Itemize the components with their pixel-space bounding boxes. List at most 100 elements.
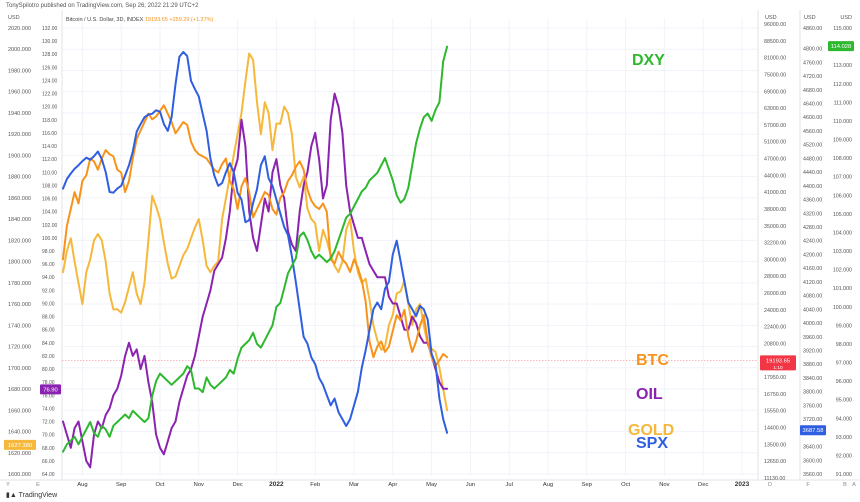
- chart-grid: [62, 18, 758, 476]
- gold-axis-unit: USD: [8, 15, 20, 21]
- dxy-axis-tick: 109.000: [833, 138, 852, 144]
- x-axis-tick: Jul: [505, 482, 512, 488]
- spx-axis-tick: 4200.00: [803, 252, 822, 258]
- oil-axis-tick: 124.00: [42, 78, 58, 84]
- spx-axis-tick: 3800.00: [803, 390, 822, 396]
- spx-axis-tick: 4280.00: [803, 225, 822, 231]
- x-axis-tick: May: [426, 482, 437, 488]
- dxy-axis-tick: 100.000: [833, 305, 852, 311]
- spx-axis-tick: 4520.00: [803, 143, 822, 149]
- spx-axis-tick: 4600.00: [803, 115, 822, 121]
- gold-axis-tick: 1840.000: [8, 217, 31, 223]
- series-line-spx: [62, 51, 449, 434]
- publisher-note: TonySpilotro published on TradingView.co…: [6, 3, 199, 9]
- axis-corner-label: F: [806, 482, 810, 488]
- spx-axis-unit: USD: [804, 15, 816, 21]
- gold-axis-tick: 1780.000: [8, 281, 31, 287]
- dxy-axis-tick: 106.000: [833, 193, 852, 199]
- gold-axis-tick: 1700.000: [8, 366, 31, 372]
- spx-axis-tick: 4320.00: [803, 211, 822, 217]
- gold-axis-tick: 1800.000: [8, 260, 31, 266]
- last-value-badges: 1627.380 76.90 19193.651:10 3687.58 114.028: [4, 41, 854, 450]
- x-axis-tick: Aug: [77, 482, 87, 488]
- gold-axis-tick: 1640.000: [8, 430, 31, 436]
- dxy-axis-tick: 98.000: [836, 342, 852, 348]
- spx-axis-tick: 3960.00: [803, 335, 822, 341]
- btc-axis-tick: 51000.00: [764, 140, 786, 146]
- btc-axis-tick: 32200.00: [764, 241, 786, 247]
- x-axis-tick: Feb: [310, 482, 320, 488]
- dxy-axis-tick: 111.000: [834, 100, 852, 106]
- gold-axis-tick: 1820.000: [8, 238, 31, 244]
- gold-last-value-text: 1627.380: [8, 443, 32, 449]
- oil-axis-tick: 90.00: [42, 301, 55, 307]
- spx-axis-tick: 4000.00: [803, 321, 822, 327]
- btc-axis-tick: 30000.00: [764, 257, 786, 263]
- btc-axis-tick: 41000.00: [764, 190, 786, 196]
- dxy-axis-tick: 104.000: [833, 230, 852, 236]
- gold-axis-tick: 2020.000: [8, 26, 31, 32]
- series-line-dxy: [62, 45, 449, 453]
- oil-axis-tick: 88.00: [42, 315, 55, 321]
- oil-axis-tick: 66.00: [42, 459, 55, 465]
- gold-axis-tick: 1680.000: [8, 387, 31, 393]
- spx-axis-tick: 3720.00: [803, 417, 822, 423]
- btc-axis-tick: 26000.00: [764, 291, 786, 297]
- oil-axis-tick: 94.00: [42, 275, 55, 281]
- dxy-last-value-text: 114.028: [831, 44, 852, 50]
- tradingview-logo[interactable]: ▮▲ TradingView: [6, 491, 57, 499]
- spx-axis-tick: 4680.00: [803, 88, 822, 94]
- dxy-axis-tick: 95.000: [836, 398, 852, 404]
- oil-axis-tick: 72.00: [42, 420, 55, 426]
- series-label-spx: SPX: [636, 435, 668, 452]
- oil-axis-tick: 108.00: [42, 183, 58, 189]
- oil-axis-tick: 76.00: [42, 393, 55, 399]
- spx-axis-tick: 4860.00: [803, 26, 822, 32]
- x-axis-tick: Dec: [698, 482, 708, 488]
- tradingview-logo-icon: ▮▲: [6, 492, 17, 499]
- oil-axis-tick: 128.00: [42, 52, 58, 58]
- btc-axis-tick: 15550.00: [764, 409, 786, 415]
- dxy-axis-tick: 94.000: [836, 416, 852, 422]
- series-line-oil: [62, 92, 449, 469]
- dxy-axis-tick: 93.000: [836, 435, 852, 441]
- spx-axis-tick: 3560.00: [803, 472, 822, 478]
- btc-axis-tick: 20800.00: [764, 341, 786, 347]
- btc-axis-tick: 24000.00: [764, 308, 786, 314]
- spx-axis-tick: 3840.00: [803, 376, 822, 382]
- series-label-gold: GOLD: [628, 422, 674, 439]
- gold-axis-tick: 1620.000: [8, 451, 31, 457]
- dxy-axis-tick: 103.000: [833, 249, 852, 255]
- x-axis-tick: Sep: [116, 482, 126, 488]
- oil-axis-tick: 92.00: [42, 288, 55, 294]
- dxy-axis-tick: 102.000: [833, 268, 852, 274]
- spx-axis-tick: 4560.00: [803, 129, 822, 135]
- btc-axis-tick: 57000.00: [764, 123, 786, 129]
- dxy-axis-tick: 108.000: [833, 156, 852, 162]
- btc-axis-tick: 12650.00: [764, 459, 786, 465]
- oil-axis-tick: 110.00: [42, 170, 57, 176]
- gold-axis-tick: 1860.000: [8, 196, 31, 202]
- gold-axis-tick: 2000.000: [8, 47, 31, 53]
- oil-axis-tick: 74.00: [42, 406, 55, 412]
- dxy-axis-tick: 101.000: [833, 286, 852, 292]
- symbol-change: +259.29 (+1.37%): [169, 17, 214, 23]
- oil-axis-tick: 130.00: [42, 39, 58, 45]
- btc-axis-tick: 22400.00: [764, 325, 786, 331]
- btc-axis-tick: 88500.00: [764, 39, 786, 45]
- series-label-dxy: DXY: [632, 52, 665, 69]
- symbol-header[interactable]: Bitcoin / U.S. Dollar, 3D, INDEX 19193.6…: [66, 17, 213, 23]
- dxy-axis-tick: 112.000: [833, 82, 852, 88]
- oil-axis-tick: 68.00: [42, 446, 55, 452]
- oil-axis-tick: 100.00: [42, 236, 58, 242]
- oil-axis-tick: 126.00: [42, 65, 58, 71]
- spx-axis-tick: 4120.00: [803, 280, 822, 286]
- oil-axis-tick: 102.00: [42, 223, 58, 229]
- oil-axis-tick: 112.00: [42, 157, 57, 163]
- spx-axis-tick: 4400.00: [803, 184, 822, 190]
- chart-series: [62, 45, 449, 469]
- tradingview-logo-text: TradingView: [18, 492, 58, 499]
- gold-axis-tick: 1980.000: [8, 68, 31, 74]
- dxy-axis-tick: 115.000: [833, 26, 852, 32]
- dxy-axis-unit: USD: [840, 15, 852, 21]
